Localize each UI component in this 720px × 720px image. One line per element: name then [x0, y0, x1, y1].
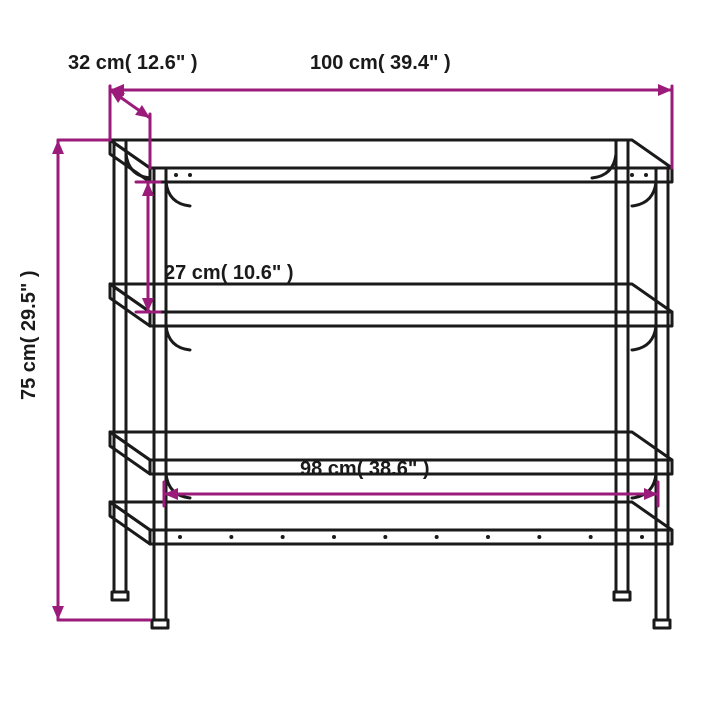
label-gap: 27 cm( 10.6" ): [164, 262, 294, 285]
label-inner: 98 cm( 38.6" ): [300, 458, 430, 481]
label-height: 75 cm( 29.5" ): [18, 270, 41, 400]
diagram-canvas: 100 cm( 39.4" ) 32 cm( 12.6" ) 75 cm( 29…: [0, 0, 720, 720]
drawing-svg: [0, 0, 720, 720]
label-depth: 32 cm( 12.6" ): [68, 52, 198, 75]
label-width: 100 cm( 39.4" ): [310, 52, 451, 75]
